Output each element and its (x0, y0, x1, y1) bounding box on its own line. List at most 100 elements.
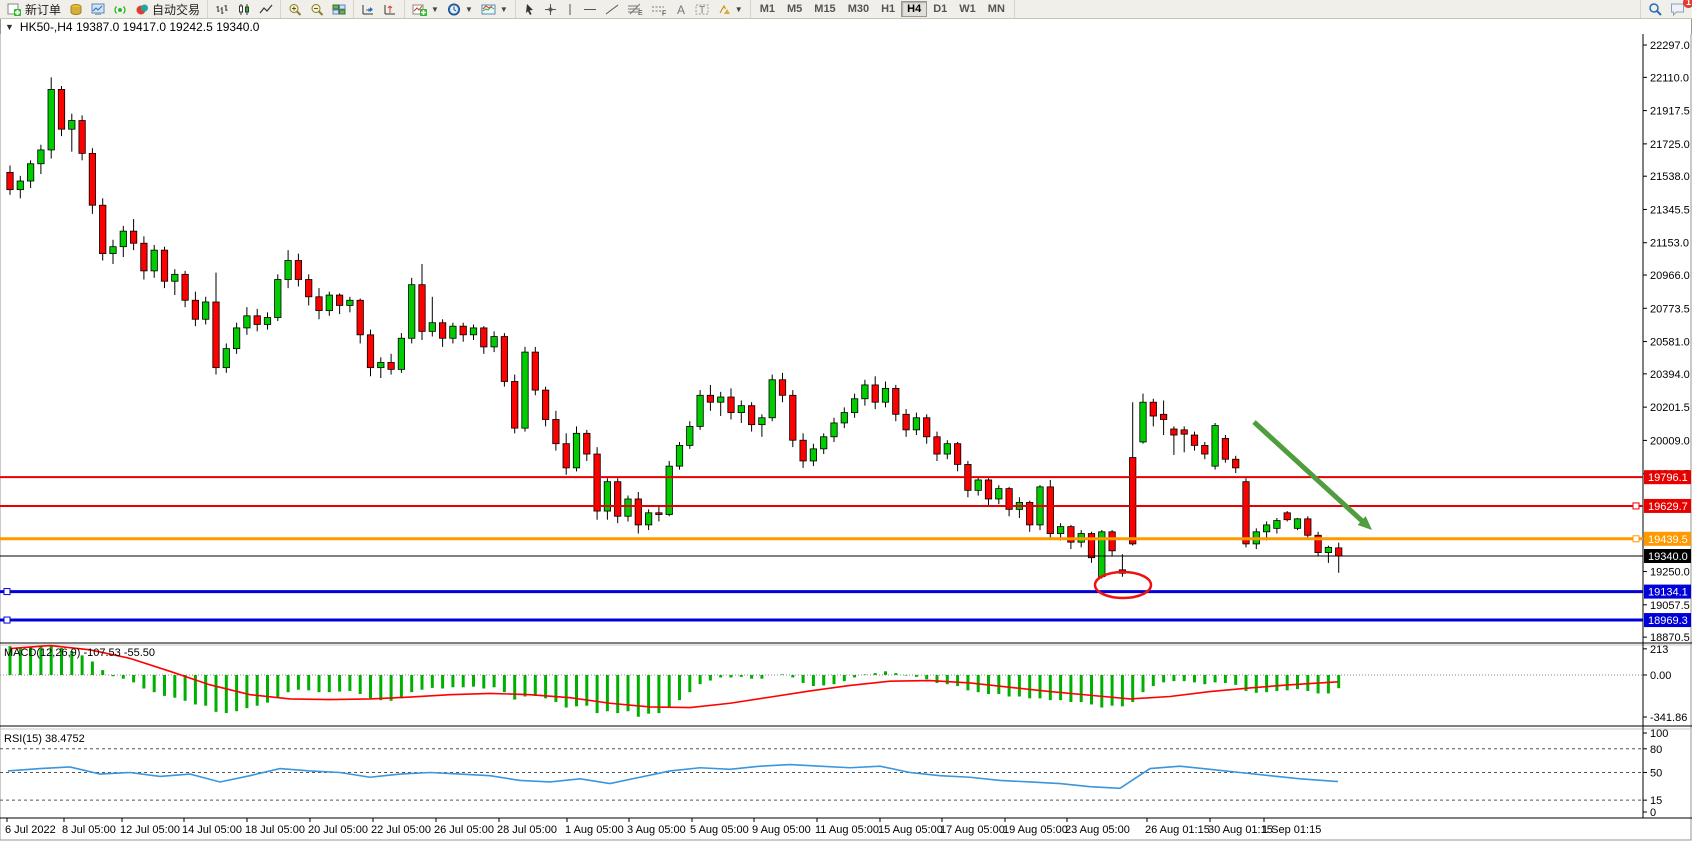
cursor-icon (525, 3, 533, 15)
hline-handle[interactable] (1632, 502, 1640, 510)
new-order-button[interactable]: 新订单 (3, 1, 65, 17)
search-icon (1649, 3, 1662, 16)
candle-up (572, 432, 581, 469)
candle-down (1067, 526, 1075, 543)
hline-button[interactable] (579, 1, 601, 17)
svg-text:22 Jul 05:00: 22 Jul 05:00 (371, 824, 431, 836)
signals-button[interactable] (109, 1, 131, 17)
candle-up (377, 362, 385, 369)
timeframe-button-h4[interactable]: H4 (901, 1, 928, 17)
candle-up (809, 448, 818, 462)
candle-down (1232, 458, 1240, 469)
down-arrow-annotation[interactable] (1252, 420, 1368, 527)
candle-down (1005, 488, 1013, 510)
candle-up (974, 479, 982, 491)
templates-icon (481, 4, 496, 14)
autotrade-label: 自动交易 (152, 2, 201, 17)
candle-down (438, 322, 447, 339)
zoom-out-button[interactable] (306, 1, 328, 17)
candle-up (1293, 518, 1302, 529)
time-axis: 6 Jul 2022 8 Jul 05:00 12 Jul 05:00 14 Jul … (5, 818, 1321, 836)
timeframe-button-d1[interactable]: D1 (933, 3, 948, 15)
templates-button[interactable]: ▼ (477, 1, 512, 17)
candle-down (1026, 502, 1034, 526)
svg-text:15 Aug 05:00: 15 Aug 05:00 (878, 824, 943, 836)
fibonacci-button[interactable]: E (623, 1, 647, 17)
candle-down (99, 204, 107, 255)
bar-chart-button[interactable] (211, 1, 233, 17)
svg-text:19057.5: 19057.5 (1650, 600, 1690, 612)
candle-down (387, 362, 395, 370)
hline-handle[interactable] (1632, 535, 1640, 543)
chart-collapse-icon[interactable]: ▼ (5, 21, 14, 32)
rsi-line (7, 763, 1339, 790)
shapes-button[interactable]: ▼ (713, 1, 747, 17)
tile-windows-button[interactable] (328, 1, 350, 17)
history-icon (70, 3, 82, 15)
svg-text:14 Jul 05:00: 14 Jul 05:00 (182, 824, 242, 836)
candle-down (315, 296, 323, 312)
candle-down (459, 325, 467, 336)
candle-down (562, 443, 570, 469)
candle-down (1283, 512, 1291, 521)
price-axis-badges: 19796.1 19629.7 19439.5 19340.0 19134.1 18969… (1644, 470, 1691, 628)
candle-down (480, 327, 488, 348)
candle-down (954, 443, 962, 465)
candle-down (542, 389, 550, 420)
market-watch-button[interactable] (87, 1, 109, 17)
cursor-button[interactable] (519, 1, 540, 17)
crosshair-button[interactable] (540, 1, 561, 17)
timeframe-button-mn[interactable]: MN (987, 3, 1005, 15)
hline-handle[interactable] (3, 616, 11, 624)
candle-down (789, 394, 797, 441)
candle-down (1335, 547, 1343, 557)
history-button[interactable] (65, 1, 87, 17)
timeframe-button-m15[interactable]: M15 (814, 3, 836, 15)
candle-down (88, 152, 96, 206)
timeframe-button-w1[interactable]: W1 (959, 3, 976, 15)
svg-text:22110.0: 22110.0 (1650, 72, 1689, 84)
candle-up (861, 384, 869, 400)
text-button[interactable]: A (671, 1, 691, 17)
vline-button[interactable] (561, 1, 579, 17)
line-chart-button[interactable] (255, 1, 277, 17)
candle-up (408, 284, 416, 339)
candle-up (686, 425, 694, 446)
zoom-out-icon (311, 3, 324, 16)
candlestick-chart-icon (239, 3, 250, 15)
rsi-axis-tick: 15 (1650, 795, 1662, 807)
svg-text:18870.5: 18870.5 (1650, 632, 1690, 644)
candle-down (191, 299, 199, 320)
label-button[interactable]: T (691, 1, 713, 17)
candlestick-chart-button[interactable] (233, 1, 255, 17)
candle-up (995, 488, 1003, 500)
chart-shift-icon (384, 4, 396, 14)
svg-text:21538.0: 21538.0 (1650, 171, 1690, 183)
timeframe-button-h1[interactable]: H1 (881, 3, 896, 15)
search-button[interactable] (1644, 1, 1666, 17)
auto-scroll-button[interactable] (357, 1, 379, 17)
candle-up (428, 322, 436, 332)
timeframe-button-m30[interactable]: M30 (847, 3, 870, 15)
svg-text:9 Aug 05:00: 9 Aug 05:00 (752, 824, 811, 836)
red-circle-annotation[interactable] (1093, 570, 1153, 600)
autotrade-button[interactable]: 自动交易 (131, 1, 204, 17)
add-indicator-button[interactable]: ▼ (408, 1, 443, 17)
trendline-button[interactable] (601, 1, 623, 17)
chart-shift-button[interactable] (379, 1, 401, 17)
notifications-button[interactable]: 1 (1666, 0, 1692, 17)
candle-up (1139, 401, 1147, 443)
hline-handle[interactable] (3, 588, 11, 596)
svg-text:28 Jul 05:00: 28 Jul 05:00 (497, 824, 557, 836)
periods-button[interactable]: ▼ (443, 1, 477, 17)
candle-up (397, 337, 406, 370)
timeframe-button-m1[interactable]: M1 (759, 3, 775, 15)
timeframe-button-m5[interactable]: M5 (787, 3, 803, 15)
rsi-axis-tick: 80 (1650, 744, 1662, 756)
zoom-in-button[interactable] (284, 1, 306, 17)
candle-down (1170, 428, 1178, 436)
channel-button[interactable]: F (647, 1, 671, 17)
svg-text:22297.0: 22297.0 (1650, 40, 1690, 52)
